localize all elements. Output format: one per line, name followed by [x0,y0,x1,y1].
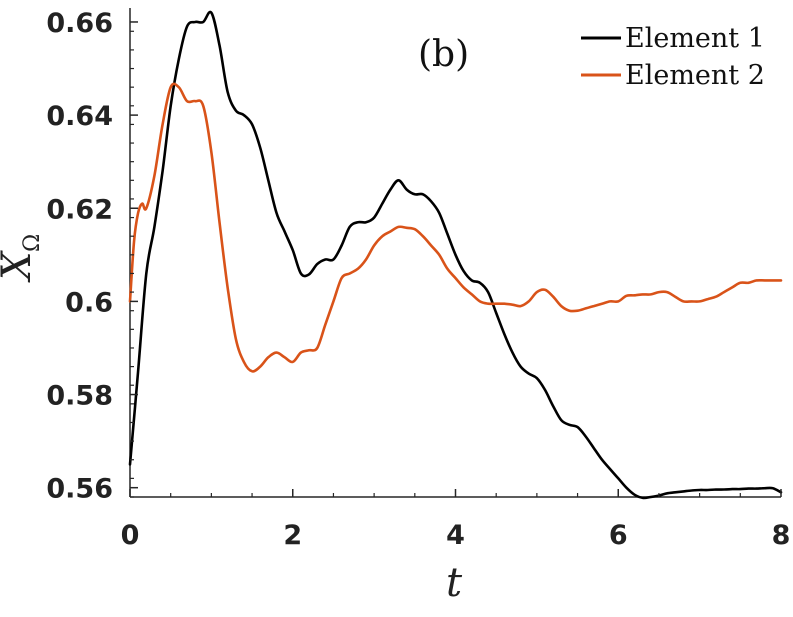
y-tick-label: 0.64 [46,101,113,132]
tick-marks: 0 2 4 6 8 0.56 0.58 0.6 0.62 0.64 0.66 [46,8,790,551]
legend-label-element-1: Element 1 [625,23,765,54]
series-line-1 [128,10,783,500]
y-axis-label: X Ω [0,234,45,283]
y-tick-label: 0.6 [65,287,113,318]
series-layer [128,10,783,500]
y-axis-label-subscript: Ω [20,234,45,252]
y-axis-label-main: X [0,250,40,283]
x-tick-label: 2 [283,520,302,551]
x-tick-label: 4 [446,520,465,551]
y-tick-label: 0.56 [46,474,113,505]
x-tick-label: 0 [121,520,140,551]
x-tick-label: 8 [772,520,791,551]
legend: Element 1 Element 2 [581,23,765,91]
x-axis-label: t [446,560,463,606]
panel-label: (b) [418,34,469,75]
x-tick-label: 6 [609,520,628,551]
y-tick-label: 0.66 [46,8,113,39]
legend-label-element-2: Element 2 [625,60,765,91]
y-tick-label: 0.58 [46,381,113,412]
y-tick-label: 0.62 [46,194,113,225]
series-line-2 [128,82,783,373]
